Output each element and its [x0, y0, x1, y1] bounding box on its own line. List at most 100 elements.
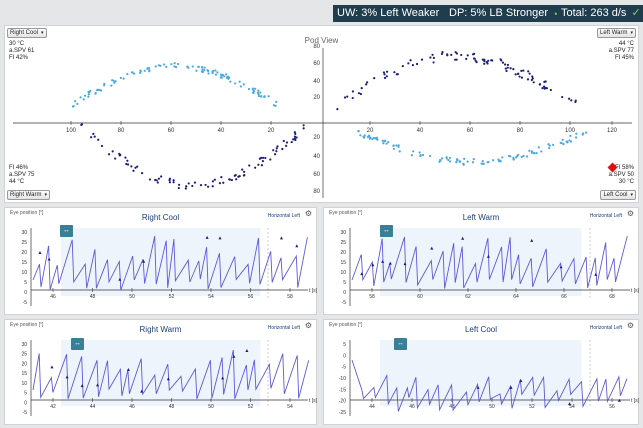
data-point — [177, 186, 180, 190]
data-point — [267, 95, 270, 98]
data-point — [168, 177, 172, 180]
uw-text: UW: 3% Left Weaker — [337, 7, 440, 19]
data-point — [520, 69, 523, 72]
gear-icon[interactable]: ⚙ — [626, 321, 634, 330]
pan-icon[interactable]: ↔ — [60, 225, 73, 237]
dp-text: DP: 5% LB Stronger — [449, 7, 549, 19]
data-point — [238, 80, 241, 83]
beat-marker — [166, 377, 170, 381]
data-point — [490, 59, 493, 62]
data-point — [385, 142, 388, 145]
br-stats: FI 58% a.SPV 50 30 °C — [609, 165, 634, 186]
data-point — [516, 72, 520, 76]
x-tick-label: 64 — [513, 294, 519, 300]
data-point — [543, 80, 546, 84]
data-point — [475, 61, 478, 64]
x-tick-label: 50 — [208, 404, 214, 410]
data-point — [216, 71, 219, 74]
data-point — [533, 152, 536, 155]
pan-icon[interactable]: ↔ — [380, 225, 393, 237]
data-point — [269, 158, 272, 161]
pan-icon[interactable]: ↔ — [394, 338, 407, 350]
data-point — [448, 160, 452, 163]
select-top-right[interactable]: Left Warm ▾ — [597, 28, 636, 38]
data-point — [260, 164, 264, 167]
data-point — [230, 178, 234, 182]
data-point — [418, 151, 421, 154]
beat-marker — [279, 236, 283, 240]
gear-icon[interactable]: ⚙ — [626, 209, 634, 218]
data-point — [450, 53, 453, 56]
y-tick-label: 40 — [313, 79, 320, 85]
x-tick-label: 56 — [248, 294, 254, 300]
beat-marker — [509, 385, 513, 389]
y-tick-label: 0 — [24, 290, 27, 296]
data-point — [126, 159, 129, 162]
data-point — [168, 181, 172, 184]
data-point — [559, 141, 562, 144]
beat-marker — [142, 259, 146, 263]
data-point — [542, 85, 546, 88]
x-tick-label: 52 — [529, 404, 535, 410]
x-tick-label: 20 — [268, 128, 275, 134]
data-point — [290, 140, 293, 144]
data-point — [170, 63, 173, 66]
select-top-left[interactable]: Right Cool ▾ — [7, 28, 47, 38]
data-point — [472, 57, 476, 60]
data-point — [575, 132, 578, 135]
data-point — [368, 137, 371, 140]
horizontal-left-link[interactable]: Horizontal Left — [589, 213, 622, 219]
pan-icon[interactable]: ↔ — [71, 338, 84, 350]
data-point — [584, 131, 588, 134]
br-spv: a.SPV 50 — [608, 172, 634, 178]
gear-icon[interactable]: ⚙ — [304, 321, 312, 330]
data-point — [114, 157, 117, 160]
y-tick-label: 10 — [340, 270, 346, 276]
x-tick-label: 60 — [168, 128, 175, 134]
data-point — [441, 51, 444, 54]
y-tick-label: 15 — [21, 260, 27, 266]
beat-marker — [519, 378, 523, 382]
x-tick-label: 44 — [90, 404, 96, 410]
horizontal-left-link[interactable]: Horizontal Left — [589, 325, 622, 331]
data-point — [483, 62, 486, 65]
data-point — [211, 185, 214, 188]
data-point — [241, 168, 244, 171]
select-bottom-right[interactable]: Left Cool ▾ — [600, 190, 636, 200]
chevron-down-icon: ▾ — [630, 30, 633, 36]
data-point — [574, 136, 578, 139]
eye-position-label: Eye position [°] — [10, 210, 44, 216]
dp-badge: DP: 5% LB Stronger✓ — [445, 5, 567, 22]
horizontal-left-link[interactable]: Horizontal Left — [267, 325, 300, 331]
data-point — [530, 151, 533, 155]
data-point — [448, 156, 452, 160]
data-point — [204, 183, 207, 187]
data-point — [79, 96, 82, 99]
panel-title: Left Cool — [464, 325, 498, 334]
data-point — [466, 160, 469, 163]
x-tick-label: 60 — [417, 294, 423, 300]
data-point — [227, 77, 230, 80]
data-point — [275, 100, 278, 103]
y-tick-label: 15 — [340, 260, 346, 266]
data-point — [187, 182, 190, 185]
data-point — [97, 138, 100, 141]
y-tick-label: 30 — [21, 342, 27, 348]
data-point — [365, 83, 368, 86]
data-point — [562, 143, 565, 146]
data-point — [225, 73, 228, 76]
data-point — [420, 58, 424, 61]
pod-view: 100 80 60 40 20 20 40 60 80 100 120 80 60 40 20 20 40 60 8… — [4, 25, 639, 203]
select-bottom-left[interactable]: Right Warm ▾ — [7, 190, 50, 200]
data-point — [351, 96, 354, 100]
unit-label: t [s] — [309, 398, 318, 404]
data-point — [522, 69, 525, 72]
data-point — [146, 67, 149, 71]
data-point — [385, 70, 389, 73]
y-tick-label: -20 — [339, 399, 346, 405]
gear-icon[interactable]: ⚙ — [304, 209, 312, 218]
y-tick-label: 20 — [313, 95, 320, 101]
horizontal-left-link[interactable]: Horizontal Left — [267, 213, 300, 219]
data-point — [515, 156, 518, 159]
data-point — [173, 62, 176, 65]
